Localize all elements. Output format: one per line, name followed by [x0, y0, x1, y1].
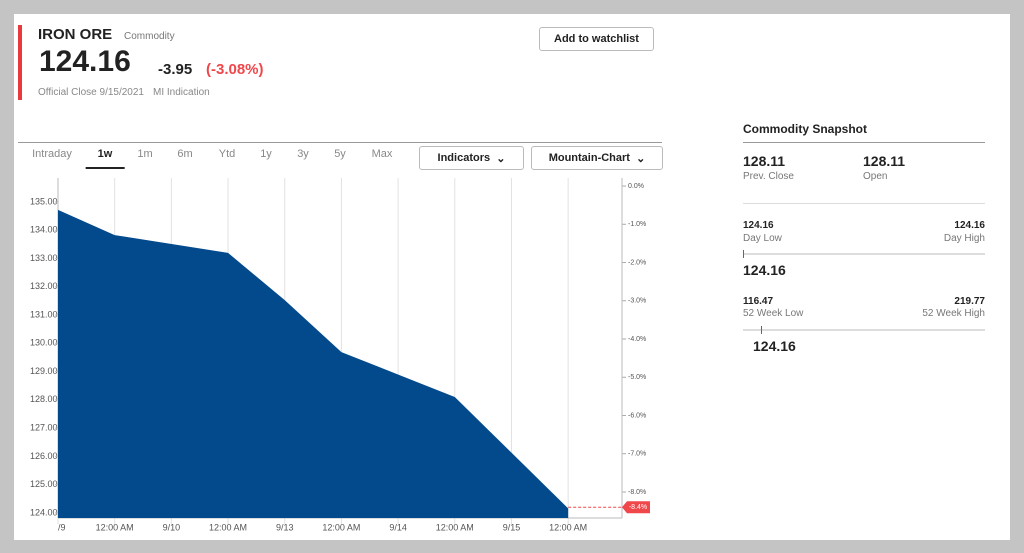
x-tick-label: /9 [58, 522, 66, 532]
y-tick-label: 127.00 [30, 422, 58, 432]
y2-tick-label: -5.0% [628, 374, 646, 381]
y-tick-label: 128.00 [30, 394, 58, 404]
tab-rule [18, 142, 662, 143]
tab[interactable]: 1m [137, 148, 153, 160]
y2-tick-label: -3.0% [628, 298, 646, 305]
week-current: 124.16 [753, 338, 796, 354]
tab[interactable]: Ytd [218, 148, 236, 160]
week-high-label: 52 Week High [922, 308, 985, 319]
y-tick-label: 133.00 [30, 253, 58, 263]
change: -3.95 [158, 61, 193, 78]
snapshot-title: Commodity Snapshot [743, 122, 868, 136]
day-high: 124.16 [954, 220, 985, 231]
dropdown-label: Mountain-Chart [548, 152, 630, 164]
prev-close-label: Prev. Close [743, 171, 794, 182]
y-tick-label: 130.00 [30, 338, 58, 348]
day-range-bar [743, 253, 985, 255]
title: IRON ORE [38, 26, 113, 43]
x-tick-label: 12:00 AM [209, 522, 247, 532]
tab[interactable]: 5y [334, 148, 346, 160]
x-tick-label: 9/13 [276, 522, 294, 532]
rule [743, 142, 985, 143]
y-tick-label: 126.00 [30, 451, 58, 461]
y2-tick-label: -2.0% [628, 259, 646, 266]
tab[interactable]: 3y [297, 148, 309, 160]
y2-tick-label: -1.0% [628, 221, 646, 228]
close-note: Official Close 9/15/2021 [38, 87, 144, 98]
x-tick-label: 12:00 AM [322, 522, 360, 532]
week-range-bar [743, 329, 985, 331]
x-tick-label: 12:00 AM [96, 522, 134, 532]
dropdown[interactable]: Mountain-Chart ⌄ [531, 146, 663, 170]
watchlist-button[interactable]: Add to watchlist [539, 27, 654, 51]
y2-tick-label: -6.0% [628, 412, 646, 419]
y-tick-label: 135.00 [30, 196, 58, 206]
week-low: 116.47 [743, 296, 774, 307]
accent-bar [18, 25, 22, 100]
tab[interactable]: 6m [177, 148, 193, 160]
y-tick-label: 129.00 [30, 366, 58, 376]
rule [743, 203, 985, 204]
y2-tick-label: -4.0% [628, 336, 646, 343]
change-pct: (-3.08%) [206, 61, 264, 78]
x-tick-label: 9/15 [503, 522, 521, 532]
range-marker [761, 326, 762, 334]
range-marker [743, 250, 744, 258]
week-high: 219.77 [954, 296, 985, 307]
x-tick-label: 12:00 AM [436, 522, 474, 532]
x-tick-label: 12:00 AM [549, 522, 587, 532]
x-tick-label: 9/14 [389, 522, 407, 532]
y-tick-label: 125.00 [30, 479, 58, 489]
day-current: 124.16 [743, 262, 786, 278]
x-tick-label: 9/10 [163, 522, 181, 532]
y2-tick-label: -8.0% [628, 489, 646, 496]
tab[interactable]: 1w [85, 148, 125, 169]
y-tick-label: 134.00 [30, 225, 58, 235]
y-tick-label: 131.00 [30, 309, 58, 319]
y-tick-label: 132.00 [30, 281, 58, 291]
week-low-label: 52 Week Low [743, 308, 804, 319]
open-label: Open [863, 171, 888, 182]
open: 128.11 [863, 153, 906, 169]
y2-tick-label: 0.0% [628, 183, 644, 190]
indication: MI Indication [153, 87, 210, 98]
tab[interactable]: 1y [260, 148, 272, 160]
subtitle: Commodity [124, 31, 175, 42]
annotation-label: -8.4% [629, 504, 647, 511]
prev-close: 128.11 [743, 153, 786, 169]
annotation-flag [622, 501, 650, 514]
dropdown[interactable]: Indicators ⌄ [419, 146, 524, 170]
day-high-label: Day High [943, 233, 985, 244]
y2-tick-label: -7.0% [628, 451, 646, 458]
day-low: 124.16 [743, 220, 774, 231]
y-tick-label: 124.00 [30, 507, 58, 517]
tab[interactable]: Max [371, 148, 393, 160]
price: 124.16 [39, 45, 131, 78]
tab[interactable]: Intraday [32, 148, 72, 160]
day-low-label: Day Low [743, 233, 782, 244]
area [58, 209, 569, 518]
dropdown-label: Indicators [437, 152, 491, 164]
